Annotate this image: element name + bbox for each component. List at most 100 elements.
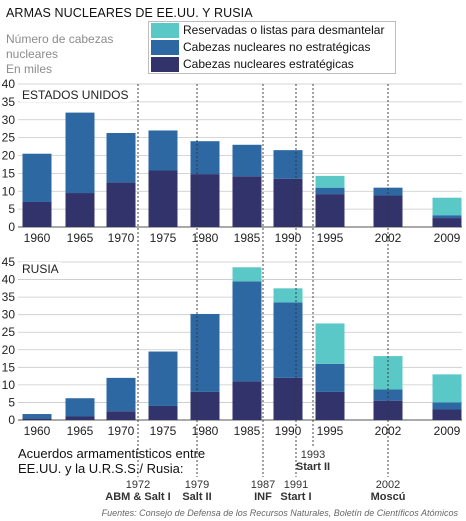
bar-segment-reserved [315, 175, 345, 188]
bar-segment-strategic [232, 381, 262, 420]
legend-label-non-strategic: Cabezas nucleares no estratégicas [183, 40, 371, 54]
x-tick-label: 1975 [150, 231, 177, 245]
source-note: Fuentes: Consejo de Defensa de los Recur… [101, 508, 458, 518]
bar-segment-non-strategic [148, 130, 178, 171]
legend-item-strategic: Cabezas nucleares estratégicas [149, 56, 395, 73]
bar-segment-strategic [432, 409, 462, 420]
unit-label-line: En miles [6, 62, 53, 76]
x-tick-label: 1965 [67, 424, 94, 438]
y-tick-label: 25 [2, 131, 16, 145]
x-tick-label: 1990 [275, 231, 302, 245]
y-tick-label: 40 [2, 273, 16, 287]
y-tick-label: 0 [8, 220, 15, 234]
unit-label-line: Número de cabezas [6, 32, 114, 46]
bar-segment-strategic [106, 411, 136, 420]
bar-segment-non-strategic [190, 141, 220, 175]
x-tick-label: 1970 [108, 424, 135, 438]
x-tick-label: 1995 [317, 424, 344, 438]
y-tick-label: 10 [2, 184, 16, 198]
bar-segment-reserved [432, 374, 462, 403]
treaties-title-line: EE.UU. y la U.R.S.S./ Rusia: [18, 461, 184, 476]
y-tick-label: 0 [8, 413, 15, 427]
bar-segment-non-strategic [432, 402, 462, 410]
x-tick-label: 1960 [24, 231, 51, 245]
bar-segment-non-strategic [22, 414, 52, 419]
bar-segment-strategic [273, 178, 303, 227]
bar-segment-non-strategic [432, 215, 462, 219]
treaty-year: 1972 [126, 479, 150, 491]
legend-item-reserved: Reservadas o listas para desmantelar [149, 22, 395, 39]
treaty-year: 1979 [185, 479, 209, 491]
bar-segment-non-strategic [315, 187, 345, 195]
treaty-name: INF [254, 491, 272, 503]
x-tick-label: 2009 [434, 231, 461, 245]
y-tick-label: 30 [2, 308, 16, 322]
bar-segment-strategic [373, 400, 403, 420]
x-tick-label: 1960 [24, 424, 51, 438]
x-tick-label: 1965 [67, 231, 94, 245]
bar-segment-strategic [22, 201, 52, 227]
bar-segment-non-strategic [232, 281, 262, 382]
y-tick-label: 10 [2, 378, 16, 392]
bar-segment-strategic [106, 182, 136, 227]
y-tick-label: 20 [2, 149, 16, 163]
bar-segment-reserved [273, 288, 303, 303]
x-tick-label: 2002 [375, 424, 402, 438]
treaty-name: Salt II [182, 491, 211, 503]
legend: Reservadas o listas para desmantelar Cab… [148, 21, 396, 74]
bar-segment-non-strategic [65, 112, 95, 194]
bar-segment-non-strategic [65, 398, 95, 417]
y-tick-label: 35 [2, 95, 16, 109]
treaties-title-line: Acuerdos armamentísticos entre [18, 446, 206, 461]
bar-segment-strategic [148, 170, 178, 227]
legend-swatch-strategic [151, 57, 179, 72]
x-tick-label: 2009 [434, 424, 461, 438]
legend-item-non-strategic: Cabezas nucleares no estratégicas [149, 39, 395, 56]
bar-segment-non-strategic [106, 377, 136, 412]
y-tick-label: 5 [8, 202, 15, 216]
y-tick-label: 20 [2, 343, 16, 357]
y-tick-label: 30 [2, 113, 16, 127]
bar-segment-reserved [315, 323, 345, 364]
x-tick-label: 1995 [317, 231, 344, 245]
bar-segment-non-strategic [190, 313, 220, 392]
x-tick-label: 1980 [192, 231, 219, 245]
y-tick-label: 25 [2, 325, 16, 339]
bar-segment-strategic [148, 405, 178, 420]
bar-segment-strategic [315, 391, 345, 420]
bar-segment-non-strategic [106, 132, 136, 183]
treaties-title: Acuerdos armamentísticos entre EE.UU. y … [18, 446, 205, 476]
bar-segment-strategic [190, 174, 220, 227]
x-tick-label: 1985 [234, 424, 261, 438]
treaty-name: Moscú [371, 491, 406, 503]
legend-label-strategic: Cabezas nucleares estratégicas [183, 57, 354, 71]
x-tick-label: 1970 [108, 231, 135, 245]
x-tick-label: 1990 [275, 424, 302, 438]
treaty-name: ABM & Salt I [105, 491, 170, 503]
bar-segment-non-strategic [232, 144, 262, 177]
treaty-year: 1987 [251, 479, 275, 491]
treaty-year: 2002 [376, 479, 400, 491]
bar-segment-non-strategic [273, 150, 303, 179]
bar-segment-reserved [232, 267, 262, 282]
legend-swatch-non-strategic [151, 40, 179, 55]
x-tick-label: 1975 [150, 424, 177, 438]
bar-segment-strategic [273, 377, 303, 420]
treaty-year: 1993 [301, 449, 325, 461]
unit-label-line: nucleares [6, 47, 59, 61]
bar-segment-strategic [190, 391, 220, 420]
y-tick-label: 5 [8, 395, 15, 409]
bar-segment-strategic [315, 194, 345, 227]
bar-segment-reserved [432, 197, 462, 216]
unit-label: Número de cabezas nucleares En miles [6, 32, 113, 77]
legend-swatch-reserved [151, 23, 179, 38]
panel-title-backing [20, 88, 131, 102]
y-tick-label: 15 [2, 166, 16, 180]
bar-segment-non-strategic [273, 302, 303, 378]
panel-title: RUSIA [22, 262, 59, 276]
bar-segment-strategic [232, 176, 262, 227]
chart-title: ARMAS NUCLEARES DE EE.UU. Y RUSIA [6, 6, 253, 20]
treaty-name: Start I [280, 491, 311, 503]
x-tick-label: 1985 [234, 231, 261, 245]
